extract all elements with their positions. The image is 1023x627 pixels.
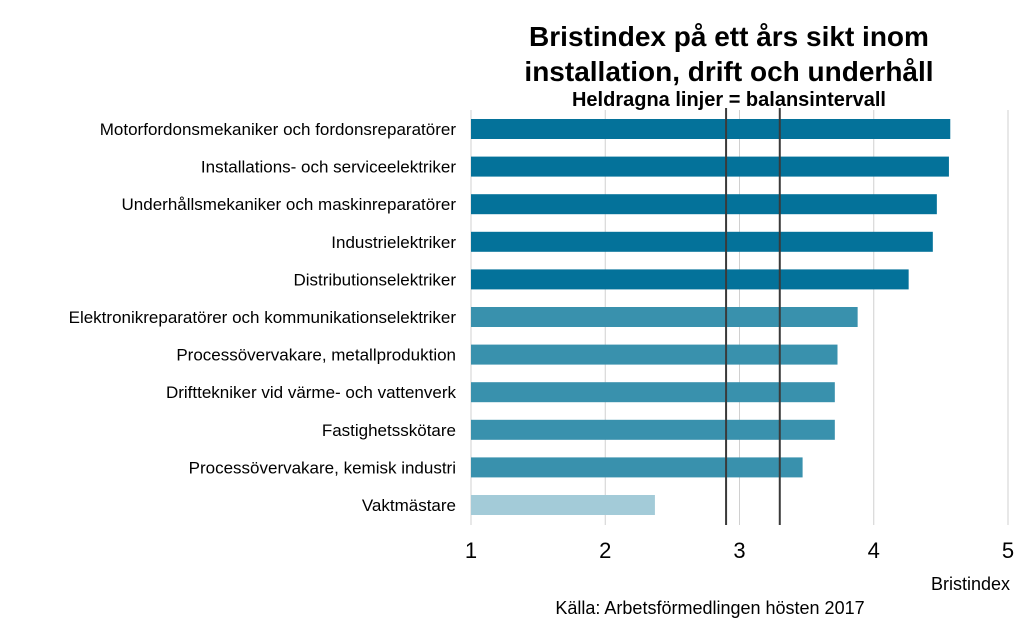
category-label-3: Industrielektriker <box>331 233 456 252</box>
category-label-7: Drifttekniker vid värme- och vattenverk <box>166 383 457 402</box>
category-label-4: Distributionselektriker <box>294 270 457 289</box>
category-labels: Motorfordonsmekaniker och fordonsreparat… <box>69 120 457 515</box>
bar-7 <box>471 382 835 403</box>
category-label-0: Motorfordonsmekaniker och fordonsreparat… <box>100 120 457 139</box>
chart-title-line-1: Bristindex på ett års sikt inom <box>529 21 929 52</box>
bar-3 <box>471 231 933 252</box>
category-label-2: Underhållsmekaniker och maskinreparatöre… <box>122 195 457 214</box>
bar-10 <box>471 495 655 515</box>
x-tick-label-4: 5 <box>1002 538 1014 563</box>
source-note: Källa: Arbetsförmedlingen hösten 2017 <box>555 598 864 618</box>
category-label-9: Processövervakare, kemisk industri <box>189 458 456 477</box>
category-label-10: Vaktmästare <box>362 496 456 515</box>
bar-0 <box>471 119 951 139</box>
chart-title-line-2: installation, drift och underhåll <box>524 56 933 87</box>
bar-6 <box>471 344 838 365</box>
bar-1 <box>471 156 949 177</box>
category-label-5: Elektronikreparatörer och kommunikations… <box>69 308 457 327</box>
category-label-6: Processövervakare, metallproduktion <box>176 346 456 365</box>
bar-5 <box>471 307 858 327</box>
chart-subtitle: Heldragna linjer = balansintervall <box>572 89 886 111</box>
category-label-1: Installations- och serviceelektriker <box>201 158 456 177</box>
bar-4 <box>471 269 909 290</box>
bar-2 <box>471 194 937 215</box>
x-axis-label: Bristindex <box>931 574 1010 594</box>
x-tick-label-3: 4 <box>868 538 880 563</box>
category-label-8: Fastighetsskötare <box>322 421 456 440</box>
x-tick-label-1: 2 <box>599 538 611 563</box>
x-tick-label-2: 3 <box>733 538 745 563</box>
bar-8 <box>471 419 835 440</box>
balance-interval-lines <box>725 108 781 525</box>
x-tick-labels: 1 2 3 4 5 <box>465 538 1014 563</box>
bars <box>471 119 951 515</box>
x-tick-label-0: 1 <box>465 538 477 563</box>
bar-9 <box>471 457 803 478</box>
